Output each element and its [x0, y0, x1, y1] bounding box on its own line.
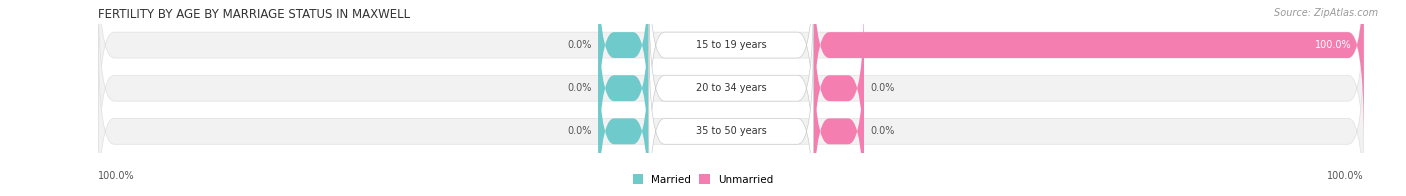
FancyBboxPatch shape: [599, 36, 648, 196]
FancyBboxPatch shape: [648, 0, 813, 140]
Text: 0.0%: 0.0%: [568, 83, 592, 93]
Text: 20 to 34 years: 20 to 34 years: [696, 83, 766, 93]
Text: FERTILITY BY AGE BY MARRIAGE STATUS IN MAXWELL: FERTILITY BY AGE BY MARRIAGE STATUS IN M…: [98, 8, 411, 21]
Text: 15 to 19 years: 15 to 19 years: [696, 40, 766, 50]
Text: 0.0%: 0.0%: [870, 83, 894, 93]
Text: 0.0%: 0.0%: [870, 126, 894, 136]
Text: 35 to 50 years: 35 to 50 years: [696, 126, 766, 136]
FancyBboxPatch shape: [98, 36, 1364, 196]
FancyBboxPatch shape: [813, 0, 1364, 140]
Text: 100.0%: 100.0%: [1315, 40, 1351, 50]
FancyBboxPatch shape: [813, 36, 863, 196]
Legend: Married, Unmarried: Married, Unmarried: [628, 170, 778, 189]
Text: 0.0%: 0.0%: [568, 126, 592, 136]
Text: Source: ZipAtlas.com: Source: ZipAtlas.com: [1274, 8, 1378, 18]
Text: 100.0%: 100.0%: [98, 171, 135, 181]
FancyBboxPatch shape: [648, 36, 813, 196]
FancyBboxPatch shape: [98, 0, 1364, 183]
FancyBboxPatch shape: [648, 0, 813, 183]
FancyBboxPatch shape: [599, 0, 648, 183]
FancyBboxPatch shape: [599, 0, 648, 140]
FancyBboxPatch shape: [98, 0, 1364, 140]
FancyBboxPatch shape: [813, 0, 863, 183]
Text: 0.0%: 0.0%: [568, 40, 592, 50]
Text: 100.0%: 100.0%: [1327, 171, 1364, 181]
